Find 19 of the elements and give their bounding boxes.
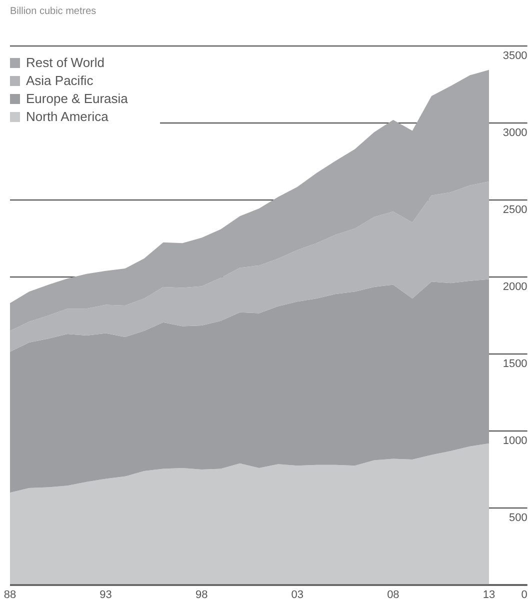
legend-label: North America (26, 109, 110, 124)
y-tick-label: 3500 (502, 50, 528, 62)
y-tick-label: 2000 (502, 281, 528, 293)
x-tick-label: 03 (291, 589, 304, 599)
y-axis-title: Billion cubic metres (10, 6, 96, 17)
x-tick-label: 08 (387, 589, 400, 599)
y-tick-label: 500 (508, 512, 528, 524)
y-tick-label: 1000 (502, 435, 528, 447)
y-tick-label: 3000 (502, 127, 528, 139)
x-tick-label: 13 (482, 589, 496, 599)
legend-label: Europe & Eurasia (26, 91, 129, 106)
legend-label: Rest of World (26, 55, 105, 70)
y-tick-label: 1500 (502, 358, 528, 370)
x-tick-label: 88 (4, 589, 16, 599)
y-tick-label: 0 (521, 589, 528, 599)
x-tick-label: 98 (195, 589, 208, 599)
x-tick-label: 93 (100, 589, 112, 599)
legend-label: Asia Pacific (26, 73, 94, 88)
y-tick-label: 2500 (502, 204, 528, 216)
